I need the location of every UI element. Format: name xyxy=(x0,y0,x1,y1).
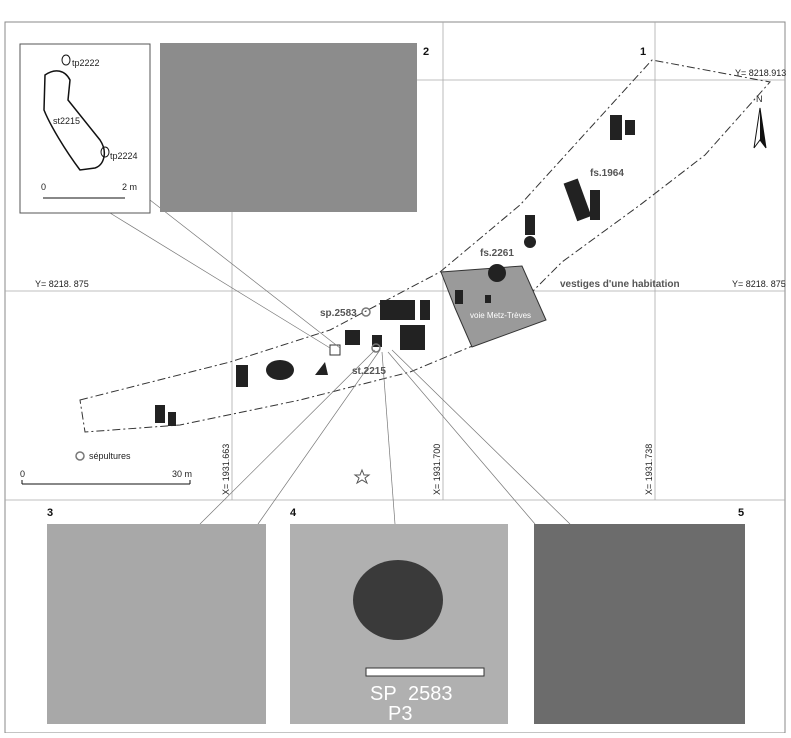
panel-number: 2 xyxy=(423,46,429,58)
scale-label: 30 m xyxy=(172,469,192,479)
legend-symbol xyxy=(75,451,85,461)
label: vestiges d'une habitation xyxy=(560,279,680,290)
label: st.2215 xyxy=(352,366,386,377)
label: sp.2583 xyxy=(320,308,357,319)
burial xyxy=(371,343,381,353)
coord-label: Y= 8218. 875 xyxy=(35,279,89,289)
star xyxy=(353,468,371,485)
inset-outline xyxy=(43,70,106,171)
photo-text: SP xyxy=(370,683,397,705)
photo-text: P3 xyxy=(388,703,412,725)
photo-scale xyxy=(365,667,485,677)
photo-text: 2583 xyxy=(408,683,453,705)
label: fs.1964 xyxy=(590,168,624,179)
inset-box xyxy=(19,43,151,214)
road-area xyxy=(440,265,547,348)
scale-label: 0 xyxy=(41,182,46,192)
burial xyxy=(361,307,371,317)
panel-number: 4 xyxy=(290,507,297,519)
coord-label: Y= 8218. 875 xyxy=(732,279,786,289)
north-label: N xyxy=(756,94,763,104)
coord-label: X= 1931.700 xyxy=(432,444,442,495)
inset-marker xyxy=(329,344,341,356)
panel-number: 3 xyxy=(47,507,53,519)
photo xyxy=(534,524,745,724)
legend-label: sépultures xyxy=(89,451,131,461)
photo-pit xyxy=(353,560,443,640)
pointer-lines xyxy=(109,199,571,525)
label: fs.2261 xyxy=(480,248,514,259)
label: tp2224 xyxy=(110,151,138,161)
label: tp2222 xyxy=(72,58,100,68)
north-arrow xyxy=(760,108,766,148)
inset-post xyxy=(61,54,71,66)
features xyxy=(155,115,635,426)
photo xyxy=(47,524,266,724)
panel-number: 1 xyxy=(640,46,646,58)
label: voie Metz-Trèves xyxy=(470,311,531,320)
label: st2215 xyxy=(53,116,80,126)
coord-label: X= 1931.738 xyxy=(644,444,654,495)
panel-number: 5 xyxy=(738,507,744,519)
coord-label: X= 1931.663 xyxy=(221,444,231,495)
inset-post xyxy=(100,146,110,158)
coord-label: Y= 8218.913 xyxy=(735,68,786,78)
scale-label: 0 xyxy=(20,469,25,479)
photo xyxy=(160,43,417,212)
scale-label: 2 m xyxy=(122,182,137,192)
